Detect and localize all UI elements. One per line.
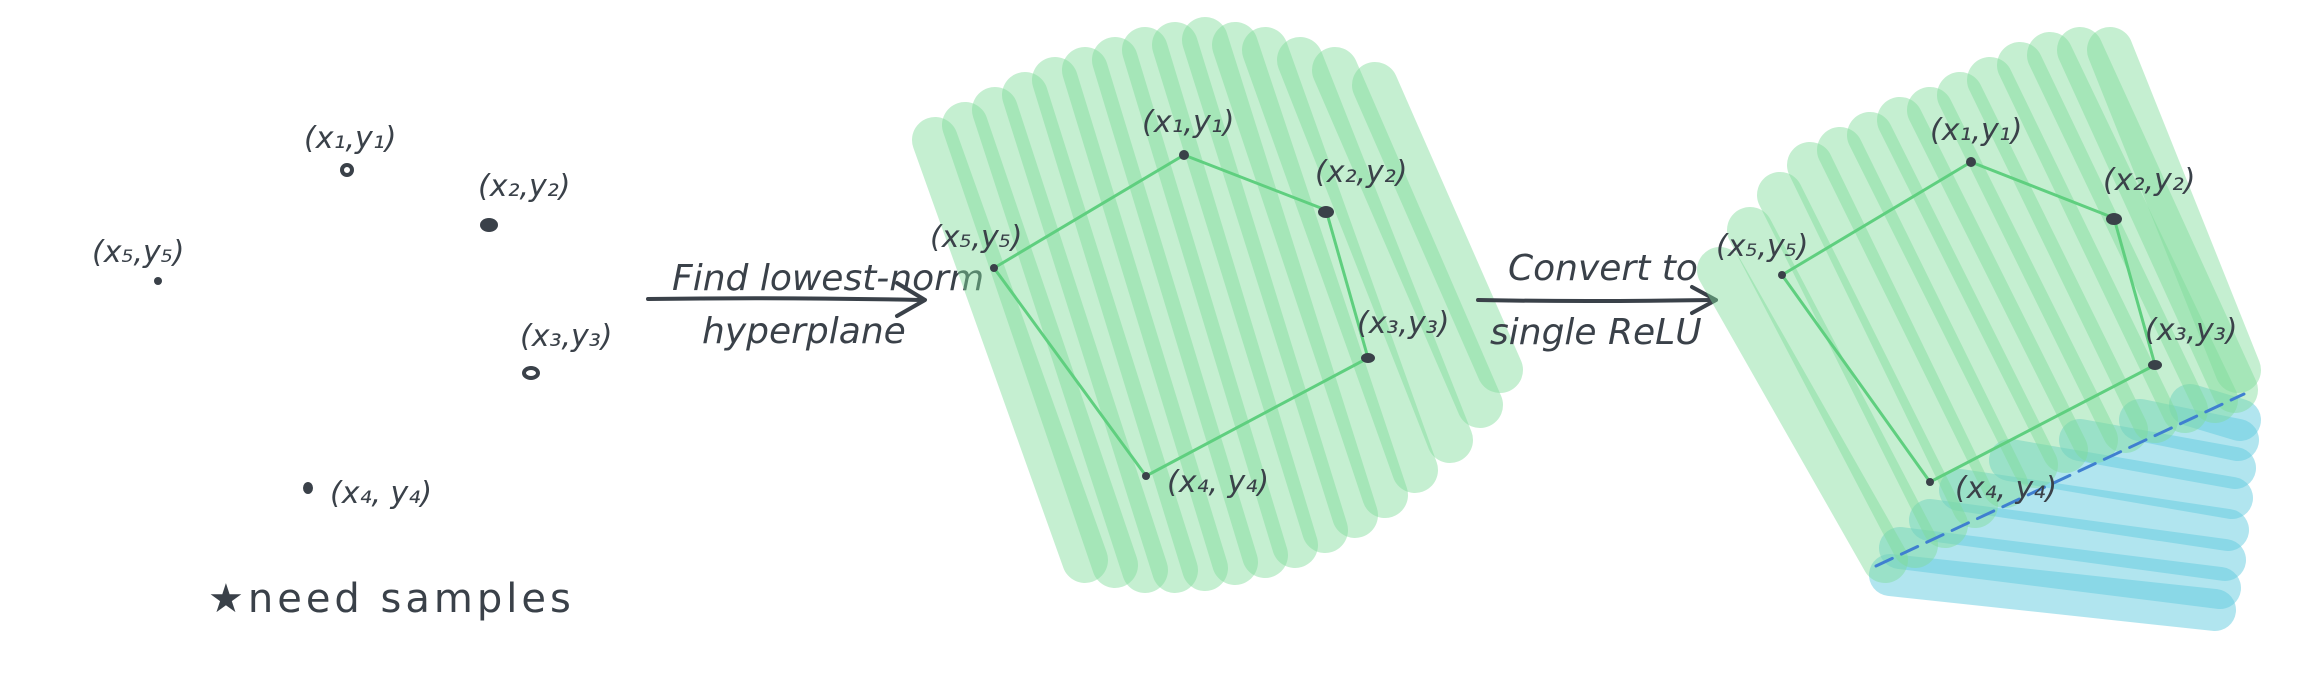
panel-3-point-2 [2106,213,2122,225]
point-2-label: (x₂,y₂) [478,169,571,204]
point-1-label: (x₁,y₁) [304,121,397,156]
panel-3-plane-fill [1697,27,2261,583]
arrow-1-shaft [646,296,922,302]
arrow-1-caption-line1: Find lowest-norm [672,258,984,299]
point-2 [480,218,498,232]
panel-3-point-4 [1926,478,1934,486]
panel-3-point-1 [1966,157,1976,167]
panel-3-point-4-label: (x₄, y₄) [1955,471,2057,506]
panel-2-point-1 [1179,150,1189,160]
point-4-label: (x₄, y₄) [330,476,432,511]
panel-2-point-5-label: (x₅,y₅) [930,220,1023,255]
panel-2-point-5 [990,264,998,272]
panel-3-relu-boundary [1874,392,2246,568]
arrow-1-caption-line2: hyperplane [702,311,906,352]
panel-3-point-5 [1778,271,1786,279]
panel-2-point-3-label: (x₃,y₃) [1357,306,1450,341]
panel-2-point-4-label: (x₄, y₄) [1167,465,1269,500]
panel-3-point-5-label: (x₅,y₅) [1716,229,1809,264]
point-5 [154,277,162,285]
panel-2-point-2 [1318,206,1334,218]
arrow-2: Convert to single ReLU [1476,248,1718,353]
arrow-2-head [1690,285,1718,315]
panel-2-point-2-label: (x₂,y₂) [1315,155,1408,190]
arrow-1: Find lowest-norm hyperplane [646,258,984,352]
panel-3-point-2-label: (x₂,y₂) [2103,163,2196,198]
point-1 [340,163,354,177]
arrow-2-caption-line1: Convert to [1508,248,1698,289]
panel-2-point-3 [1361,353,1375,363]
point-3 [522,366,540,380]
panel-3-relu-fill [1869,384,2261,631]
panel-3-plane-edges [1780,160,2157,484]
panel-2-point-1-label: (x₁,y₁) [1142,105,1235,140]
point-4 [303,482,313,494]
arrow-2-caption-line2: single ReLU [1490,312,1702,353]
need-samples-note: ★need samples [208,576,575,622]
panel-3-point-3 [2148,360,2162,370]
panel-2-point-4 [1142,472,1150,480]
arrow-1-head [895,281,927,318]
panel-2-plane-edges [992,153,1370,478]
point-3-label: (x₃,y₃) [520,319,613,354]
panel-3-relu: (x₁,y₁) (x₂,y₂) (x₃,y₃) (x₄, y₄) (x₅,y₅) [1697,27,2261,631]
panel-3-point-1-label: (x₁,y₁) [1930,113,2023,148]
arrow-2-shaft [1476,298,1714,303]
panel-3-point-3-label: (x₃,y₃) [2145,313,2238,348]
point-5-label: (x₅,y₅) [92,235,185,270]
panel-2-hyperplane: (x₁,y₁) (x₂,y₂) (x₃,y₃) (x₄, y₄) (x₅,y₅) [912,17,1523,593]
panel-1-points: (x₁,y₁) (x₂,y₂) (x₃,y₃) (x₄, y₄) (x₅,y₅) [92,121,613,511]
